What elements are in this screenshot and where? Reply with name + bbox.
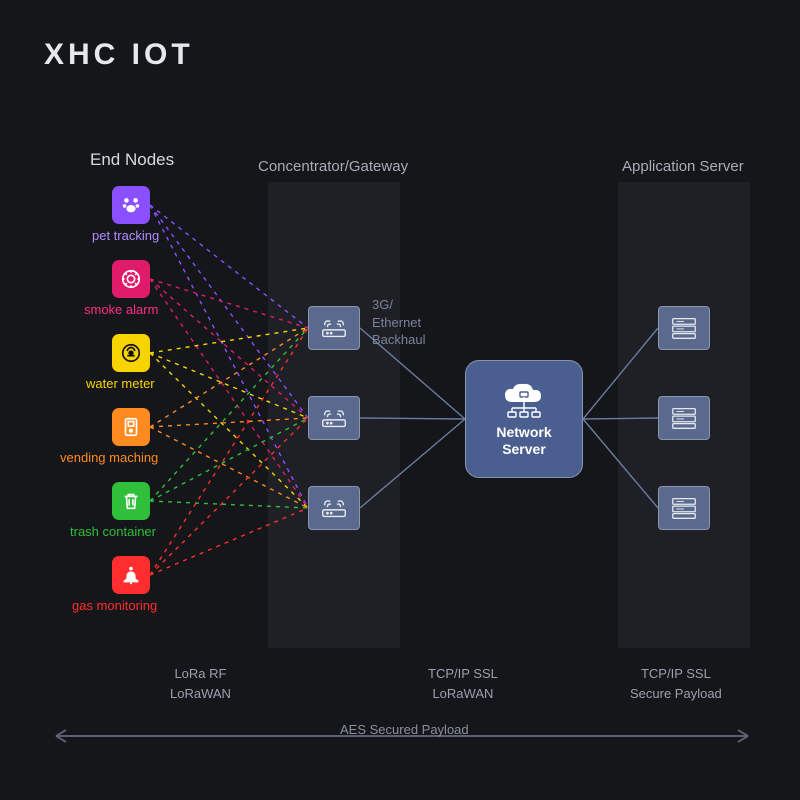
backhaul-l2: Ethernet	[372, 315, 421, 330]
node-trash	[112, 482, 150, 520]
header-gateway: Concentrator/Gateway	[258, 158, 408, 175]
gateway-1	[308, 396, 360, 440]
app-server-0	[658, 306, 710, 350]
protocol-label-1: TCP/IP SSLLoRaWAN	[428, 664, 498, 703]
node-water	[112, 334, 150, 372]
cloud-network-icon	[497, 380, 551, 420]
app-server-1	[658, 396, 710, 440]
app-server-2	[658, 486, 710, 530]
protocol-label-2: TCP/IP SSLSecure Payload	[630, 664, 722, 703]
netserver-label-1: Network	[496, 424, 551, 440]
node-gas	[112, 556, 150, 594]
node-label-smoke: smoke alarm	[84, 302, 158, 317]
gateway-0	[308, 306, 360, 350]
node-label-water: water meter	[86, 376, 155, 391]
gateway-2	[308, 486, 360, 530]
backhaul-l3: Backhaul	[372, 332, 425, 347]
node-label-gas: gas monitoring	[72, 598, 157, 613]
backhaul-label: 3G/ Ethernet Backhaul	[372, 296, 425, 349]
node-label-pet: pet tracking	[92, 228, 159, 243]
network-server: Network Server	[465, 360, 583, 478]
backhaul-l1: 3G/	[372, 297, 393, 312]
header-endnodes: End Nodes	[90, 150, 174, 170]
node-smoke	[112, 260, 150, 298]
node-vend	[112, 408, 150, 446]
netserver-label-2: Server	[502, 441, 546, 457]
header-appserver: Application Server	[622, 158, 744, 175]
protocol-label-0: LoRa RFLoRaWAN	[170, 664, 231, 703]
node-label-trash: trash container	[70, 524, 156, 539]
brand-logo: XHC IOT	[44, 38, 194, 72]
node-pet	[112, 186, 150, 224]
aes-label: AES Secured Payload	[340, 722, 469, 737]
node-label-vend: vending maching	[60, 450, 158, 465]
